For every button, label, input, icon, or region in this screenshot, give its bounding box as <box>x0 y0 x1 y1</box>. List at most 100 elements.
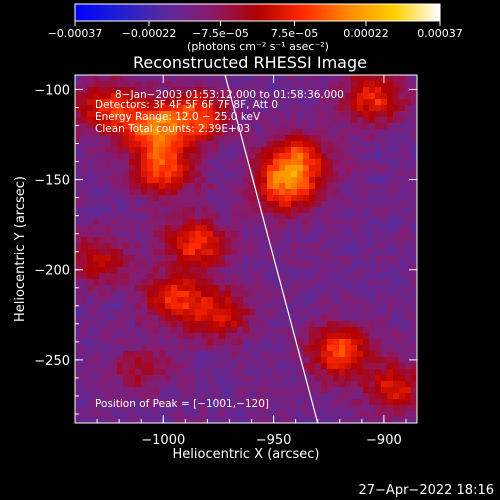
heatmap-cell <box>267 399 274 406</box>
heatmap-cell <box>117 417 124 423</box>
heatmap-cell <box>165 387 172 394</box>
heatmap-cell <box>129 159 136 166</box>
heatmap-cell <box>171 297 178 304</box>
heatmap-cell <box>111 249 118 256</box>
heatmap-cell <box>345 375 352 382</box>
heatmap-cell <box>111 345 118 352</box>
heatmap-cell <box>171 363 178 370</box>
heatmap-cell <box>291 369 298 376</box>
heatmap-cell <box>411 351 417 358</box>
heatmap-cell <box>171 183 178 190</box>
heatmap-cell <box>111 387 118 394</box>
heatmap-cell <box>237 111 244 118</box>
heatmap-cell <box>159 381 166 388</box>
heatmap-cell <box>147 111 154 118</box>
heatmap-cell <box>81 291 88 298</box>
heatmap-cell <box>351 201 358 208</box>
heatmap-cell <box>81 177 88 184</box>
heatmap-cell <box>363 87 370 94</box>
heatmap-cell <box>141 321 148 328</box>
heatmap-cell <box>177 387 184 394</box>
heatmap-cell <box>321 237 328 244</box>
heatmap-cell <box>99 141 106 148</box>
heatmap-cell <box>165 369 172 376</box>
heatmap-cell <box>369 117 376 124</box>
heatmap-cell <box>141 93 148 100</box>
heatmap-cell <box>93 93 100 100</box>
heatmap-cell <box>309 135 316 142</box>
heatmap-cell <box>327 255 334 262</box>
heatmap-cell <box>153 177 160 184</box>
heatmap-cell <box>75 87 82 94</box>
heatmap-cell <box>189 339 196 346</box>
heatmap-cell <box>303 303 310 310</box>
heatmap-cell <box>387 285 394 292</box>
heatmap-cell <box>255 291 262 298</box>
heatmap-cell <box>141 393 148 400</box>
heatmap-cell <box>393 279 400 286</box>
heatmap-cell <box>339 177 346 184</box>
heatmap-cell <box>333 237 340 244</box>
heatmap-cell <box>81 105 88 112</box>
heatmap-cell <box>303 159 310 166</box>
heatmap-cell <box>345 141 352 148</box>
heatmap-cell <box>339 297 346 304</box>
heatmap-cell <box>165 273 172 280</box>
heatmap-cell <box>117 105 124 112</box>
heatmap-cell <box>291 219 298 226</box>
heatmap-cell <box>291 285 298 292</box>
heatmap-cell <box>123 129 130 136</box>
heatmap-cell <box>399 297 406 304</box>
heatmap-cell <box>177 201 184 208</box>
heatmap-cell <box>111 357 118 364</box>
heatmap-cell <box>99 297 106 304</box>
heatmap-cell <box>231 207 238 214</box>
heatmap-cell <box>261 201 268 208</box>
heatmap-cell <box>237 279 244 286</box>
heatmap-cell <box>141 417 148 423</box>
heatmap-cell <box>393 117 400 124</box>
heatmap-cell <box>207 219 214 226</box>
heatmap-cell <box>99 117 106 124</box>
heatmap-cell <box>105 165 112 172</box>
heatmap-cell <box>129 75 136 82</box>
heatmap-cell <box>207 111 214 118</box>
heatmap-cell <box>93 213 100 220</box>
heatmap-cell <box>297 333 304 340</box>
heatmap-cell <box>411 393 417 400</box>
heatmap-cell <box>333 129 340 136</box>
heatmap-cell <box>219 75 226 82</box>
heatmap-cell <box>141 405 148 412</box>
heatmap-cell <box>285 207 292 214</box>
heatmap-cell <box>327 261 334 268</box>
heatmap-cell <box>141 351 148 358</box>
heatmap-cell <box>231 273 238 280</box>
heatmap-cell <box>327 279 334 286</box>
heatmap-cell <box>405 321 412 328</box>
heatmap-cell <box>141 327 148 334</box>
heatmap-cell <box>219 201 226 208</box>
heatmap-cell <box>309 279 316 286</box>
heatmap-cell <box>81 369 88 376</box>
heatmap-cell <box>333 267 340 274</box>
heatmap-cell <box>159 165 166 172</box>
heatmap-cell <box>255 399 262 406</box>
heatmap-cell <box>309 255 316 262</box>
heatmap-cell <box>333 345 340 352</box>
heatmap-cell <box>111 255 118 262</box>
heatmap-cell <box>261 141 268 148</box>
heatmap-cell <box>171 243 178 250</box>
heatmap-cell <box>195 273 202 280</box>
heatmap-cell <box>183 93 190 100</box>
heatmap-cell <box>225 159 232 166</box>
heatmap-cell <box>177 231 184 238</box>
heatmap-cell <box>201 159 208 166</box>
heatmap-cell <box>219 93 226 100</box>
heatmap-cell <box>225 267 232 274</box>
heatmap-cell <box>345 315 352 322</box>
heatmap-cell <box>339 249 346 256</box>
heatmap-cell <box>321 135 328 142</box>
heatmap-cell <box>87 195 94 202</box>
heatmap-cell <box>153 297 160 304</box>
heatmap-cell <box>393 393 400 400</box>
